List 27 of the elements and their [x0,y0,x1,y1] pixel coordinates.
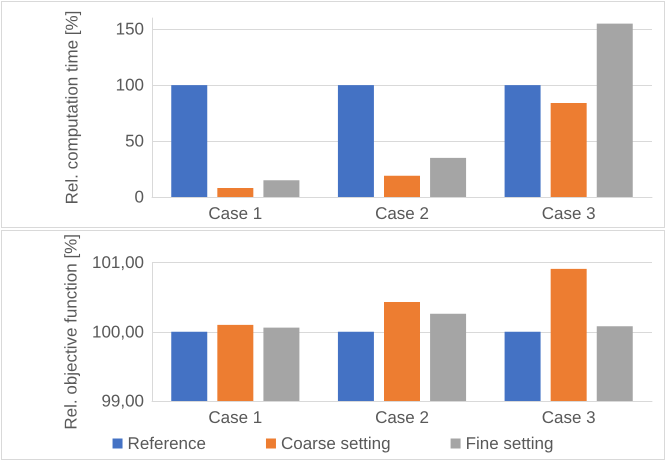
x-tick-label: Case 2 [375,204,429,223]
legend-label: Coarse setting [280,434,391,453]
legend-label: Fine setting [466,434,554,453]
legend-label: Reference [128,434,206,453]
bar [263,180,300,197]
y-axis-title: Rel. computation time [%] [62,10,82,204]
bar [504,85,541,197]
y-tick-label: 50 [125,132,144,151]
x-tick-label: Case 1 [208,204,262,223]
y-tick-label: 100,00 [92,322,144,342]
y-tick-label: 150 [116,20,144,39]
y-tick-label: 101,00 [92,253,144,272]
y-axis-title: Rel. objective function [%] [62,234,81,430]
bar [550,103,587,197]
bar [430,158,466,197]
bar [217,188,254,197]
bar [338,85,374,197]
x-tick-label: Case 3 [542,204,596,223]
y-tick-label: 100 [116,76,144,95]
bar [384,176,420,197]
x-tick-label: Case 3 [542,408,596,427]
bar [596,24,633,197]
x-tick-label: Case 1 [208,408,262,427]
y-tick-label: 0 [134,188,144,206]
x-tick-label: Case 2 [375,408,429,427]
y-tick-label: 99,00 [101,392,144,410]
bar [171,85,208,197]
